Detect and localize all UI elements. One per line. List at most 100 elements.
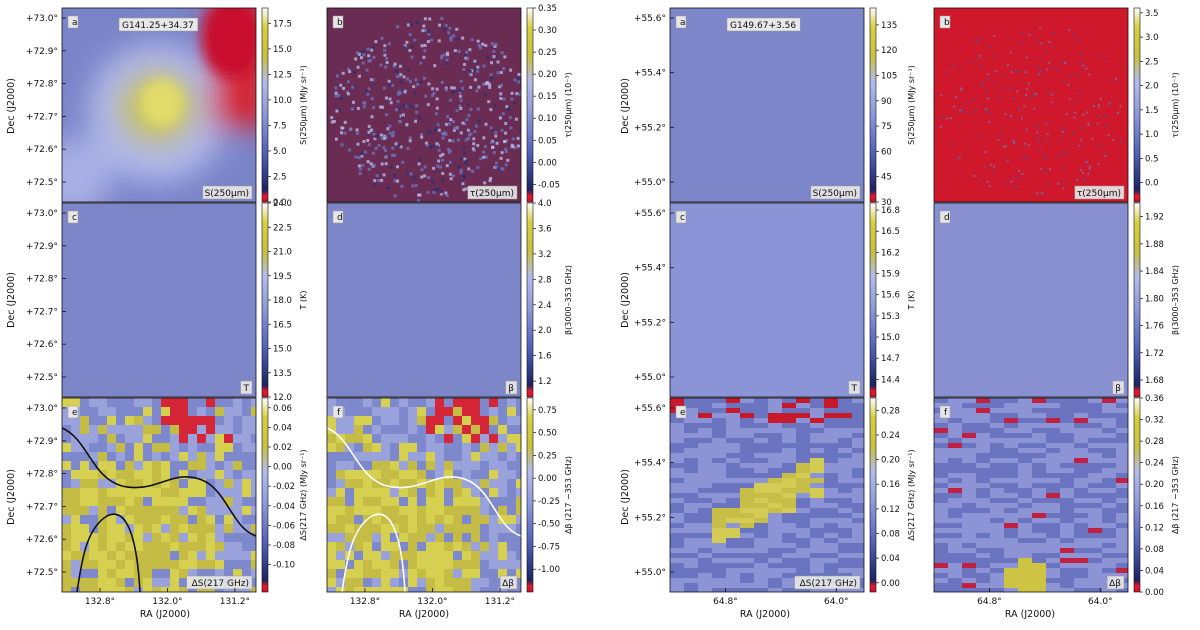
colorbar-scale — [526, 397, 534, 593]
colorbar-tick-label: 4.0 — [538, 199, 552, 209]
colorbar-tick-label: 0.00 — [538, 474, 557, 484]
colorbar-tick-label: 0.15 — [538, 92, 557, 102]
colorbar-tick-label: 19.5 — [273, 272, 292, 282]
map-label-bg — [1106, 575, 1125, 590]
colorbar-tick-label: 2.4 — [538, 301, 552, 311]
colorbar-scale — [869, 7, 877, 203]
y-tick-label: +72.9° — [26, 242, 58, 252]
y-tick-label: +55.6° — [634, 209, 666, 219]
colorbar-label: T (K) — [299, 291, 308, 311]
dec-axis-label: Dec (J2000) — [6, 272, 17, 328]
colorbar-tick-label: 5.0 — [273, 147, 287, 157]
panel-frame — [326, 7, 522, 203]
colorbar-tick-label: 16.8 — [881, 206, 900, 216]
colorbar-label: β(3000–353 GHz) — [564, 265, 573, 335]
colorbar-tick-label: 1.84 — [1145, 267, 1164, 277]
colorbar-tick-label: 0.16 — [881, 480, 900, 490]
colorbar-tick-label: 0.20 — [1145, 480, 1164, 490]
colorbar-tick-label: 15.9 — [881, 270, 900, 280]
colorbar-tick-label: 0.30 — [538, 26, 557, 36]
y-tick-label: +72.9° — [26, 47, 58, 57]
colorbar-tick-label: 0.05 — [538, 136, 557, 146]
colorbar: 0.36 0.32 0.28 0.24 0.20 0.16 0.12 0.08 0.04 0.00… — [1133, 394, 1180, 598]
colorbar-label: S(250μm) (MJy sr⁻¹) — [299, 65, 308, 145]
colorbar-tick-label: 0.02 — [273, 443, 292, 453]
panel-letter-bg — [675, 405, 687, 419]
y-tick-label: +72.9° — [26, 437, 58, 447]
colorbar-scale — [869, 397, 877, 593]
y-tick-label: +72.8° — [26, 80, 58, 90]
colorbar-label: Δβ (217 −353 GHz) — [564, 456, 573, 534]
panel-frame — [933, 202, 1129, 398]
colorbar-tick-label: 12.5 — [273, 70, 292, 80]
colorbar-tick-label: 1.68 — [1145, 376, 1164, 386]
colorbar-tick-label: 0.28 — [1145, 437, 1164, 447]
panel-right-c: c T +55.6° +55.4° +55.2° +55.0° 16.8 16.5 16.2 15… — [634, 202, 916, 398]
panel-frame — [61, 7, 257, 203]
colorbar-tick-label: 1.0 — [1145, 130, 1159, 140]
colorbar-tick-label: 0.00 — [273, 463, 292, 473]
colorbar-scale — [1133, 397, 1141, 593]
panel-frame — [933, 397, 1129, 593]
map-label: S(250μm) — [813, 189, 857, 199]
colorbar-tick-label: 15.6 — [881, 291, 900, 301]
colorbar-tick-label: 16.5 — [881, 227, 900, 237]
panel-right-a: a G149.67+3.56 S(250μm) +55.6° +55.4° +55.2° +… — [634, 7, 916, 208]
panel-letter: a — [72, 18, 78, 28]
colorbar-tick-label: -0.04 — [273, 502, 295, 512]
colorbar-tick-label: 1.76 — [1145, 322, 1164, 332]
colorbar-tick-label: -0.25 — [538, 497, 560, 507]
colorbar-tick-label: 14.4 — [881, 375, 900, 385]
colorbar-tick-label: 10.0 — [273, 96, 292, 106]
colorbar-tick-label: 17.5 — [273, 19, 292, 29]
map-label-bg — [794, 575, 861, 590]
panel-left-c: c T +73.0° +72.9° +72.8° +72.7° +72.6° +72.5° 24… — [26, 199, 308, 403]
colorbar-tick-label: 22.5 — [273, 223, 292, 233]
map-label-bg — [1112, 380, 1125, 395]
colorbar-tick-label: 135 — [881, 21, 897, 31]
colorbar-tick-label: 1.80 — [1145, 294, 1164, 304]
colorbar: 3.5 3.0 2.5 2.0 1.5 1.0 0.5 0.0 τ(250μm) (10⁻³) — [1133, 7, 1180, 203]
panel-letter: b — [944, 18, 950, 28]
colorbar-tick-label: 13.5 — [273, 369, 292, 379]
colorbar-tick-label: -0.02 — [273, 482, 295, 492]
panel-letter: c — [680, 213, 685, 223]
colorbar-tick-label: 16.5 — [273, 320, 292, 330]
colorbar-tick-label: 105 — [881, 71, 897, 81]
colorbar-tick-label: 0.00 — [1145, 588, 1164, 598]
panel-right-f: f Δβ 64.8° 64.0° 0.36 0.32 0.28 0.24 0.20 0.16 0.1… — [933, 394, 1180, 607]
y-tick-label: +72.7° — [26, 307, 58, 317]
colorbar-tick-label: 15.0 — [273, 45, 292, 55]
map-label-bg — [186, 575, 253, 590]
map-label-bg — [202, 185, 253, 200]
field-label-bg — [726, 17, 801, 32]
colorbar-scale — [261, 7, 269, 203]
colorbar-label: ΔS(217 GHz) (MJy sr⁻¹) — [907, 449, 916, 540]
colorbar-scale — [869, 202, 877, 398]
colorbar-scale — [526, 7, 534, 203]
colorbar-tick-label: 0.00 — [881, 579, 900, 589]
colorbar: 0.28 0.24 0.20 0.16 0.12 0.08 0.04 0.00 ΔS(217 G… — [869, 397, 916, 593]
panel-letter: e — [72, 408, 78, 418]
colorbar-tick-label: 0.04 — [1145, 566, 1164, 576]
panel-frame — [61, 202, 257, 398]
y-tick-label: +72.7° — [26, 502, 58, 512]
y-tick-label: +55.2° — [634, 318, 666, 328]
y-tick-label: +72.5° — [26, 568, 58, 578]
panel-right-e: e ΔS(217 GHz) +55.6° +55.4° +55.2° +55.0° 64.8… — [634, 397, 916, 607]
panel-left-a: a G141.25+34.37 S(250μm) +73.0° +72.9° +72.8°… — [26, 7, 308, 208]
y-tick-label: +72.5° — [26, 178, 58, 188]
y-tick-label: +72.8° — [26, 275, 58, 285]
y-tick-label: +73.0° — [26, 404, 58, 414]
y-tick-label: +55.0° — [634, 373, 666, 383]
panel-frame — [326, 397, 522, 593]
colorbar-scale — [526, 202, 534, 398]
panel-letter-bg — [67, 210, 79, 224]
panel-frame — [669, 7, 865, 203]
colorbar-tick-label: 60 — [881, 147, 892, 157]
map-label: T — [851, 384, 858, 394]
colorbar-tick-label: 7.5 — [273, 121, 287, 131]
panel-letter-bg — [939, 405, 951, 419]
map-label: β — [1115, 384, 1121, 394]
colorbar-tick-label: 1.2 — [538, 377, 552, 387]
